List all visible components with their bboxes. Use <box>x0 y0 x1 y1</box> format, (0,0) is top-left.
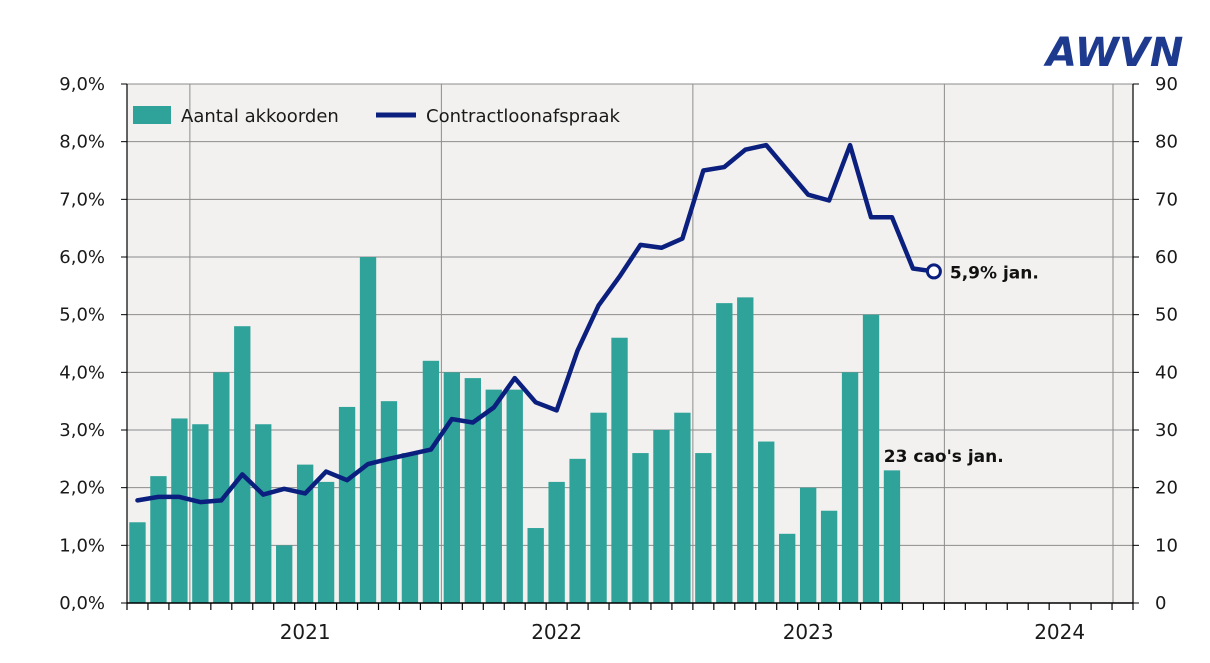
bar <box>674 412 691 603</box>
bar <box>485 389 502 603</box>
bar <box>799 487 817 603</box>
legend-label-bars: Aantal akkoorden <box>181 106 339 127</box>
annotation-line-value: 5,9% jan. <box>950 263 1039 283</box>
legend-swatch-bars <box>133 106 171 124</box>
x-year-label: 2023 <box>783 620 834 644</box>
y-left-tick-label: 2,0% <box>59 478 105 499</box>
y-left-tick-label: 9,0% <box>59 74 105 95</box>
bar <box>841 372 859 603</box>
bar <box>443 372 461 603</box>
bar <box>129 522 146 603</box>
legend: Aantal akkoorden Contractloonafspraak <box>133 106 620 127</box>
bar <box>758 441 775 603</box>
y-left-tick-label: 6,0% <box>59 247 105 268</box>
bars-group <box>129 257 901 603</box>
y-left-tick-label: 3,0% <box>59 420 105 441</box>
y-right-tick-label: 80 <box>1155 132 1178 153</box>
bar <box>317 481 335 603</box>
bar <box>695 453 712 603</box>
bar <box>192 424 209 603</box>
line-series-contractloon <box>135 142 937 505</box>
y-right-tick-label: 40 <box>1155 362 1178 383</box>
y-left-tick-label: 4,0% <box>59 362 105 383</box>
awvn-logo: AWVN <box>1043 30 1183 76</box>
line-endpoint-marker <box>925 263 942 280</box>
bar <box>150 476 167 603</box>
bar <box>296 464 314 603</box>
plot-area <box>127 84 1133 603</box>
bar <box>506 389 523 603</box>
y-right-tick-label: 0 <box>1155 593 1166 614</box>
bar <box>632 453 649 603</box>
bar <box>862 314 880 603</box>
bar <box>359 257 377 603</box>
bar <box>527 528 544 603</box>
bar <box>779 533 796 603</box>
bar <box>820 510 838 603</box>
bar <box>213 372 230 603</box>
x-year-label: 2021 <box>280 620 331 644</box>
y-right-tick-label: 50 <box>1155 305 1178 326</box>
bar <box>380 401 398 603</box>
y-right-tick-label: 10 <box>1155 535 1178 556</box>
annotation-bar-value: 23 cao's jan. <box>884 447 1004 467</box>
annotations: 5,9% jan. 23 cao's jan. <box>884 263 1039 467</box>
y-right-tick-label: 20 <box>1155 478 1178 499</box>
y-left-tick-label: 0,0% <box>59 593 105 614</box>
bar <box>234 326 251 603</box>
x-year-label: 2022 <box>531 620 582 644</box>
bar <box>737 297 754 603</box>
axes-group: 0,0% 1,0% 2,0% 3,0% 4,0% 5,0% 6,0% 7,0% 8,0% 9,0%… <box>59 74 1178 644</box>
y-left-tick-label: 1,0% <box>59 535 105 556</box>
bar <box>464 378 481 603</box>
bar <box>422 360 440 603</box>
y-right-tick-label: 90 <box>1155 74 1178 95</box>
bar <box>716 303 733 603</box>
bar <box>569 458 586 603</box>
bar <box>548 481 565 603</box>
y-right-tick-label: 70 <box>1155 189 1178 210</box>
line-group <box>135 142 942 505</box>
bar <box>653 430 670 603</box>
bar <box>883 470 901 603</box>
bar <box>611 337 628 603</box>
bar <box>276 545 293 603</box>
bar <box>401 453 419 603</box>
y-left-tick-label: 5,0% <box>59 305 105 326</box>
bar <box>171 418 188 603</box>
bar <box>338 406 356 603</box>
y-right-tick-label: 60 <box>1155 247 1178 268</box>
legend-label-line: Contractloonafspraak <box>426 106 620 127</box>
y-right-tick-label: 30 <box>1155 420 1178 441</box>
y-left-tick-label: 7,0% <box>59 189 105 210</box>
y-left-tick-label: 8,0% <box>59 132 105 153</box>
bar <box>255 424 272 603</box>
bar <box>590 412 607 603</box>
x-year-label: 2024 <box>1034 620 1085 644</box>
